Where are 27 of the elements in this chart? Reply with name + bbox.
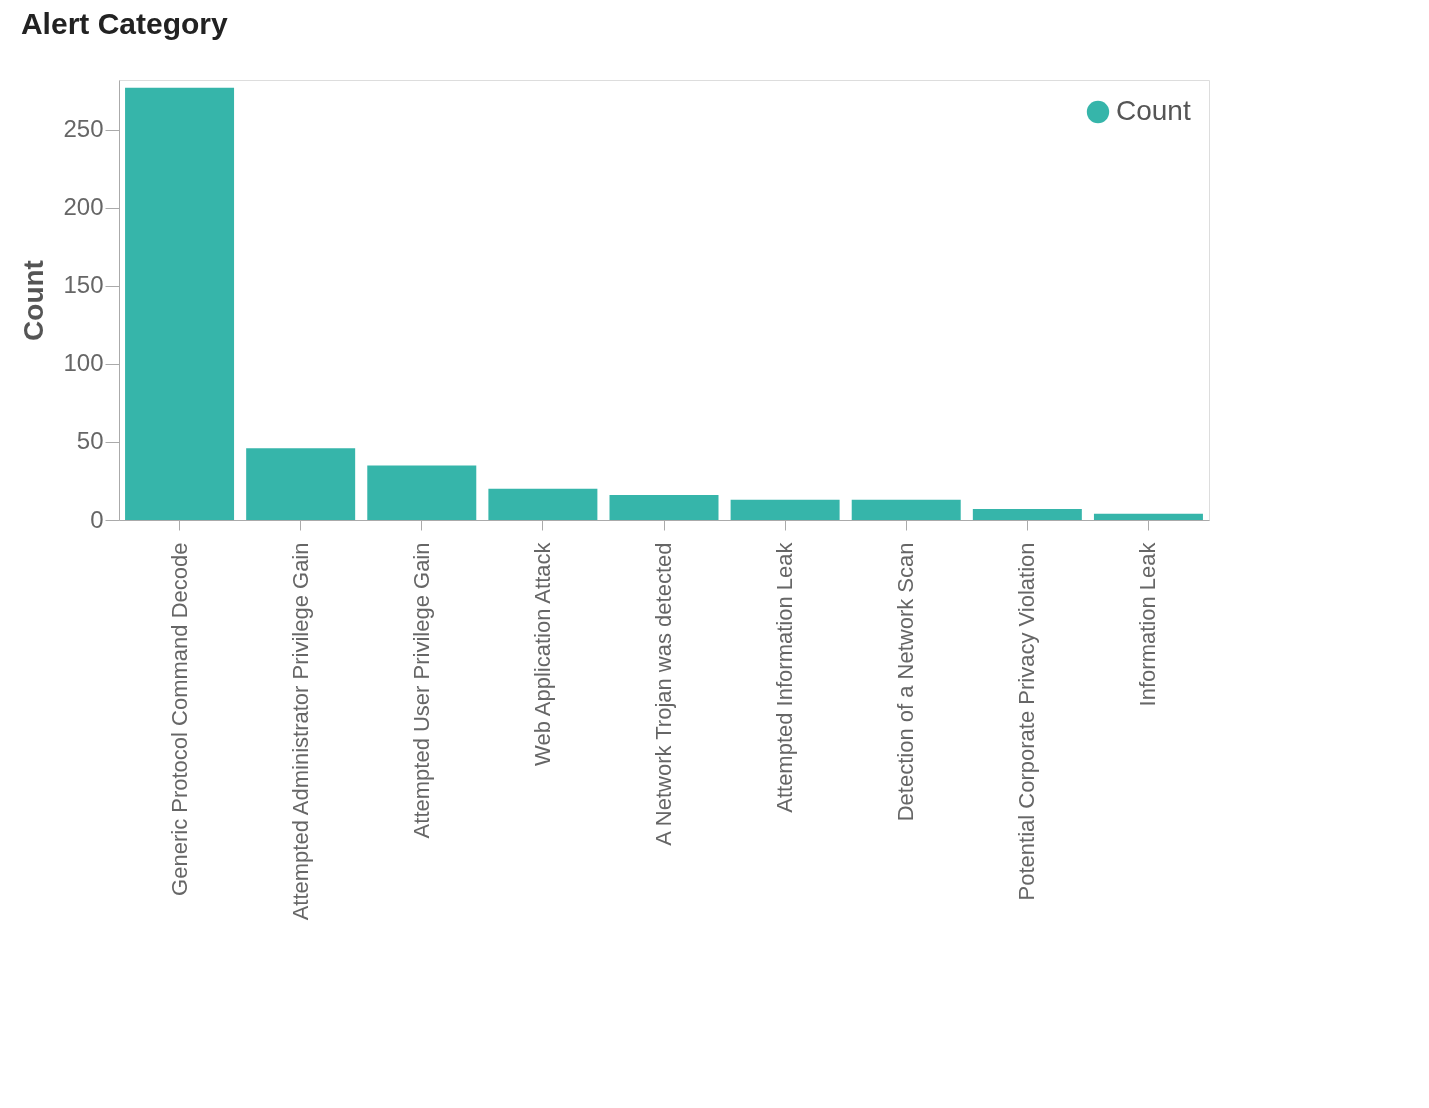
x-tick-label: Attempted Administrator Privilege Gain — [287, 542, 313, 921]
x-tick-label: Potential Corporate Privacy Violation — [1014, 542, 1040, 901]
bar — [488, 488, 598, 520]
x-tick-label: Web Application Attack — [529, 541, 555, 766]
bar — [972, 509, 1082, 520]
bar — [1093, 513, 1203, 520]
y-tick-label: 250 — [63, 115, 104, 143]
x-tick-label: Attempted User Privilege Gain — [408, 542, 434, 839]
legend-label: Count — [1116, 95, 1191, 126]
bar — [246, 448, 356, 520]
x-tick-label: A Network Trojan was detected — [651, 542, 676, 846]
x-tick-label: Generic Protocol Command Decode — [166, 542, 192, 896]
bar — [730, 499, 840, 520]
y-axis-title: Count — [18, 260, 50, 341]
bar — [367, 465, 477, 520]
y-tick-label: 200 — [63, 193, 104, 221]
bar — [851, 499, 961, 520]
x-tick-label: Information Leak — [1135, 541, 1161, 707]
chart-title: Alert Category — [20, 7, 228, 40]
y-tick-label: 100 — [63, 349, 104, 377]
x-tick-label: Detection of a Network Scan — [893, 542, 919, 822]
y-tick-label: 150 — [63, 271, 104, 299]
y-tick-label: 50 — [76, 427, 104, 455]
bar — [125, 87, 235, 520]
bar — [609, 495, 719, 520]
y-tick-label: 0 — [90, 505, 104, 533]
x-tick-label: Attempted Information Leak — [772, 541, 798, 813]
